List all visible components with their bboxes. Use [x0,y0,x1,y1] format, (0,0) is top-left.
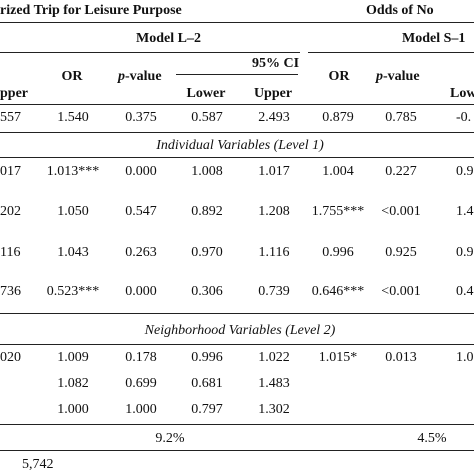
table-cell: 0.996 [322,245,354,260]
table-cell: 1.009 [57,350,89,365]
model-s1-label: Model S–1 [402,31,466,46]
table-cell: 1.755*** [311,204,365,219]
table-cell: 0.523*** [46,284,100,299]
table-cell: 1.043 [57,245,89,260]
table-cell: 0.681 [191,376,223,391]
p-value-header-s1: p-value [376,69,420,84]
table-cell: 1.116 [258,245,290,260]
table-cell: 0.797 [191,402,223,417]
table-cell: 0.227 [385,164,417,179]
table-cell: 017 [0,164,21,179]
upper-header: Upper [253,86,293,101]
table-cell: 0.587 [191,110,223,125]
table-cell: 0.000 [125,164,157,179]
table-cell: 1.013*** [46,164,100,179]
table-cell: 0.879 [322,110,354,125]
footer-n: 5,742 [22,457,54,472]
table-cell: 1.022 [258,350,290,365]
table-cell: 0.547 [125,204,157,219]
table-cell: 0.013 [385,350,417,365]
rule-header-bottom [0,104,474,105]
table-cell: 1.0 [456,350,474,365]
table-cell: 0.9 [456,245,474,260]
table-cell: 1.208 [258,204,290,219]
table-cell: 1.082 [57,376,89,391]
table-cell: 0.970 [191,245,223,260]
upper-header-partial: pper [0,86,28,101]
table-cell: 116 [0,245,21,260]
lower-header-partial: Low [450,86,474,101]
table-cell: 736 [0,284,21,299]
table-cell: 1.008 [191,164,223,179]
section-individual: Individual Variables (Level 1) [156,138,324,153]
table-cell: 0.646*** [311,284,365,299]
ci-label: 95% CI [252,56,300,71]
section-neighborhood: Neighborhood Variables (Level 2) [144,323,336,338]
rule-model-s1 [308,52,474,53]
table-cell: 1.302 [258,402,290,417]
table-title-right: Odds of No [366,3,434,18]
rule-model-l2 [0,52,300,53]
table-cell: 557 [0,110,21,125]
table-title-left: rized Trip for Leisure Purpose [0,3,182,18]
rule-section-2-bottom [0,344,474,345]
table-cell: 2.493 [258,110,290,125]
table-cell: 1.017 [258,164,290,179]
table-cell: 0.306 [191,284,223,299]
table-cell: <0.001 [381,204,421,219]
table-cell: 1.000 [125,402,157,417]
table-cell: 0.178 [125,350,157,365]
table-cell: 0.375 [125,110,157,125]
rule-top [0,22,474,23]
table-cell: 1.483 [258,376,290,391]
table-cell: 1.540 [57,110,89,125]
table-cell: 1.050 [57,204,89,219]
table-cell: 0.263 [125,245,157,260]
table-cell: 0.925 [385,245,417,260]
rule-section-1 [0,132,474,133]
model-l2-label: Model L–2 [136,31,201,46]
table-cell: -0. [456,110,472,125]
table-cell: 1.015* [318,350,358,365]
lower-header: Lower [186,86,226,101]
table-cell: 1.000 [57,402,89,417]
rule-section-1-bottom [0,157,474,158]
table-cell: 202 [0,204,21,219]
or-header-s1: OR [328,69,350,84]
table-cell: 020 [0,350,21,365]
footer-pct-l2: 9.2% [155,431,185,446]
table-cell: <0.001 [381,284,421,299]
table-cell: 0.739 [258,284,290,299]
rule-ci [176,74,298,75]
table-cell: 0.000 [125,284,157,299]
table-cell: 0.4 [456,284,474,299]
table-cell: 0.996 [191,350,223,365]
p-value-header: p-value [118,69,162,84]
table-cell: 0.9 [456,164,474,179]
table-cell: 0.892 [191,204,223,219]
or-header: OR [61,69,83,84]
rule-footer-2 [0,450,474,451]
table-cell: 1.004 [322,164,354,179]
rule-footer [0,424,474,425]
rule-section-2 [0,313,474,314]
footer-pct-s1: 4.5% [417,431,447,446]
table-cell: 0.699 [125,376,157,391]
table-cell: 1.4 [456,204,474,219]
table-cell: 0.785 [385,110,417,125]
